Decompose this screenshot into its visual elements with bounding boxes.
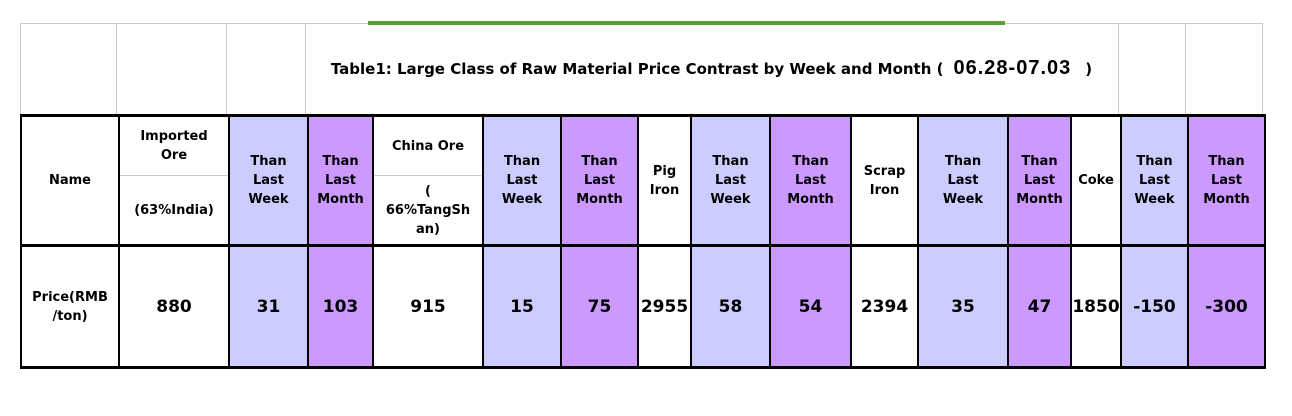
gridline-vertical — [116, 23, 117, 114]
col-imported-ore-than-last-week: Than Last Week 31 — [228, 117, 307, 366]
value-coke-week-diff: -150 — [1133, 296, 1176, 317]
header-coke: Coke — [1072, 117, 1120, 247]
value-china-ore-month-diff: 75 — [587, 296, 612, 317]
header-scrap-iron: Scrap Iron — [852, 117, 917, 247]
title-date-range: 06.28-07.03 — [953, 57, 1072, 79]
header-than-last-month: Than Last Month — [1009, 117, 1070, 247]
value-coke: 1850 — [1072, 296, 1120, 317]
header-than-last-month: Than Last Month — [309, 117, 372, 247]
col-coke-than-last-week: Than Last Week -150 — [1120, 117, 1187, 366]
value-pig-iron-week-diff: 58 — [718, 296, 743, 317]
col-china-ore: China Ore (66%TangSh an) 915 — [372, 117, 482, 366]
col-imported-ore-than-last-month: Than Last Month 103 — [307, 117, 372, 366]
value-pig-iron: 2955 — [640, 296, 689, 317]
col-scrap-iron-than-last-month: Than Last Month 47 — [1007, 117, 1070, 366]
value-scrap-iron-month-diff: 47 — [1027, 296, 1052, 317]
price-table: Name Price(RMB/ton) Imported Ore (63%Indi… — [20, 114, 1266, 369]
value-china-ore: 915 — [410, 296, 446, 317]
header-name: Name — [22, 117, 118, 247]
value-scrap-iron-week-diff: 35 — [951, 296, 975, 317]
header-imported-ore-sub: (63%India) — [134, 202, 214, 218]
header-than-last-week: Than Last Week — [484, 117, 560, 247]
title-row: Table1: Large Class of Raw Material Pric… — [20, 23, 1263, 114]
table-title: Table1: Large Class of Raw Material Pric… — [305, 23, 1118, 114]
gridline-vertical — [1262, 23, 1263, 114]
gridline-vertical — [1185, 23, 1186, 114]
gridline-vertical — [305, 23, 306, 114]
col-pig-iron-than-last-week: Than Last Week 58 — [690, 117, 769, 366]
title-text: Table1: Large Class of Raw Material Pric… — [330, 59, 944, 78]
col-imported-ore: Imported Ore (63%India) 880 — [118, 117, 228, 366]
header-than-last-month: Than Last Month — [562, 117, 637, 247]
title-suffix: ) — [1085, 59, 1093, 78]
header-pig-iron: Pig Iron — [639, 117, 690, 247]
header-than-last-week: Than Last Week — [692, 117, 769, 247]
value-scrap-iron: 2394 — [860, 296, 909, 317]
col-coke-than-last-month: Than Last Month -300 — [1187, 117, 1264, 366]
gridline-vertical — [226, 23, 227, 114]
header-china-ore-top: China Ore — [374, 117, 482, 176]
value-imported-ore-month-diff: 103 — [322, 296, 359, 317]
green-line — [368, 21, 1005, 25]
header-than-last-week: Than Last Week — [230, 117, 307, 247]
value-coke-month-diff: -300 — [1205, 296, 1248, 317]
gridline-vertical — [20, 23, 21, 114]
header-imported-ore-top: Imported Ore — [120, 117, 228, 176]
header-than-last-month: Than Last Month — [1189, 117, 1264, 247]
header-imported-ore: Imported Ore (63%India) — [120, 117, 228, 247]
header-than-last-month: Than Last Month — [771, 117, 850, 247]
col-china-ore-than-last-month: Than Last Month 75 — [560, 117, 637, 366]
value-pig-iron-month-diff: 54 — [798, 296, 823, 317]
header-than-last-week: Than Last Week — [919, 117, 1007, 247]
header-china-ore-sub: (66%TangSh an) — [385, 183, 471, 237]
gridline-vertical — [1118, 23, 1119, 114]
row-label-price-rmb-ton: Price(RMB/ton) — [32, 289, 108, 324]
col-name: Name Price(RMB/ton) — [22, 117, 118, 366]
col-pig-iron: Pig Iron 2955 — [637, 117, 690, 366]
col-scrap-iron: Scrap Iron 2394 — [850, 117, 917, 366]
value-imported-ore-week-diff: 31 — [256, 296, 281, 317]
value-china-ore-week-diff: 15 — [510, 296, 534, 317]
header-than-last-week: Than Last Week — [1122, 117, 1187, 247]
col-coke: Coke 1850 — [1070, 117, 1120, 366]
col-pig-iron-than-last-month: Than Last Month 54 — [769, 117, 850, 366]
col-china-ore-than-last-week: Than Last Week 15 — [482, 117, 560, 366]
header-china-ore: China Ore (66%TangSh an) — [374, 117, 482, 247]
value-imported-ore: 880 — [156, 296, 192, 317]
col-scrap-iron-than-last-week: Than Last Week 35 — [917, 117, 1007, 366]
